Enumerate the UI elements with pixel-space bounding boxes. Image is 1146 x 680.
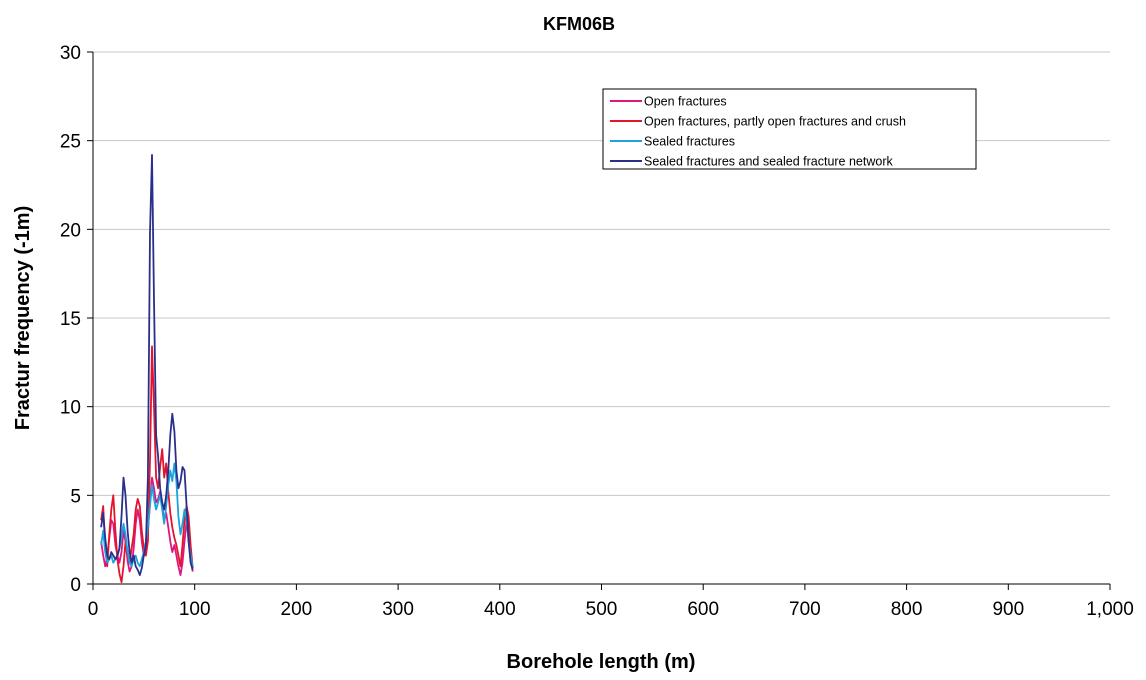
y-axis-label: Fractur frequency (-1m) xyxy=(12,206,34,431)
x-tick-label: 0 xyxy=(88,599,99,620)
x-tick-label: 100 xyxy=(179,599,211,620)
x-tick-label: 500 xyxy=(586,599,618,620)
y-tick-label: 30 xyxy=(60,43,81,64)
x-tick-label: 600 xyxy=(687,599,719,620)
legend: Open fractures Open fractures, partly ope… xyxy=(602,88,977,170)
series-line-2 xyxy=(100,345,194,584)
gridlines xyxy=(93,51,1110,496)
y-tick-label: 15 xyxy=(60,309,81,330)
y-axis-ticks: 0 5 10 15 20 25 30 xyxy=(60,43,93,596)
legend-entry: Sealed fractures xyxy=(644,135,735,149)
y-tick-label: 0 xyxy=(70,575,81,596)
series-lines xyxy=(100,153,194,584)
y-tick-label: 20 xyxy=(60,220,81,241)
x-tick-label: 400 xyxy=(484,599,516,620)
legend-box xyxy=(602,88,977,170)
legend-entry: Sealed fractures and sealed fracture net… xyxy=(644,155,893,169)
legend-entry: Open fractures xyxy=(644,95,727,109)
x-tick-label: 1,000 xyxy=(1086,599,1134,620)
chart-title: KFM06B xyxy=(543,14,615,34)
x-tick-label: 900 xyxy=(992,599,1024,620)
y-tick-label: 25 xyxy=(60,132,81,153)
x-axis-ticks: 0 100 200 300 400 500 600 700 800 900 1,000 xyxy=(88,584,1134,620)
y-tick-label: 5 xyxy=(70,486,81,507)
y-tick-label: 10 xyxy=(60,398,81,419)
series-line-4 xyxy=(100,153,194,576)
x-axis-label: Borehole length (m) xyxy=(507,651,696,673)
x-tick-label: 300 xyxy=(382,599,414,620)
x-tick-label: 700 xyxy=(789,599,821,620)
x-tick-label: 800 xyxy=(891,599,923,620)
legend-entry: Open fractures, partly open fractures an… xyxy=(644,115,906,129)
x-tick-label: 200 xyxy=(281,599,313,620)
